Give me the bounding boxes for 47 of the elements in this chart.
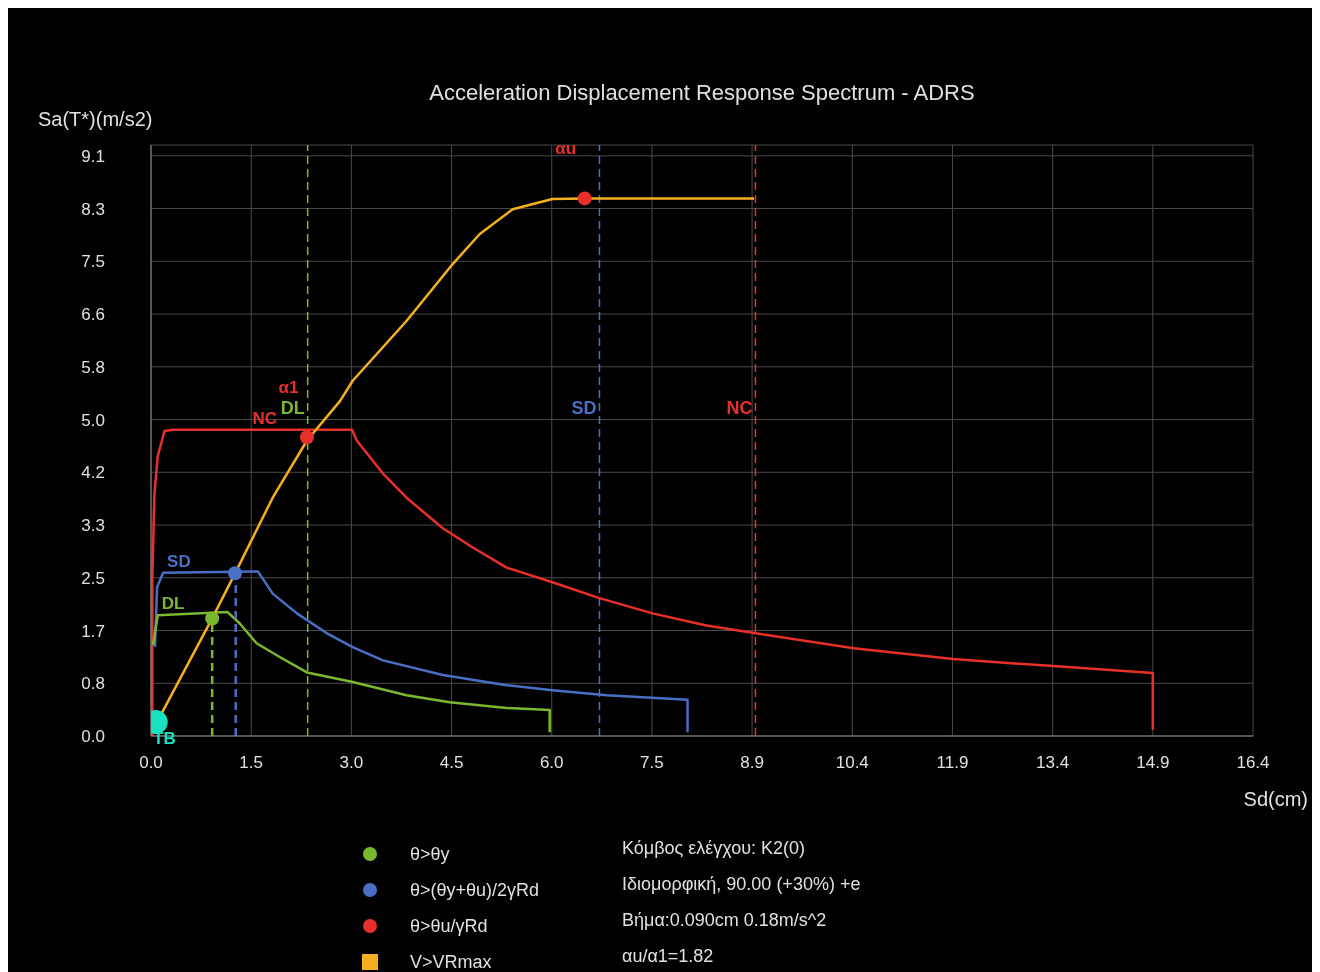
text: αu/α1=1.82 bbox=[622, 945, 715, 968]
y-tick-label: 5.0 bbox=[81, 410, 105, 430]
ref-line-label: SD bbox=[571, 397, 597, 418]
y-tick-label: 4.2 bbox=[81, 463, 105, 483]
y-tick-label: 0.0 bbox=[81, 727, 105, 747]
y-tick-label: 9.1 bbox=[81, 146, 105, 166]
x-tick-label: 16.4 bbox=[1236, 753, 1270, 773]
x-tick-label: 10.4 bbox=[835, 753, 869, 773]
text: Κόμβος ελέγχου: K2(0) bbox=[622, 837, 807, 860]
y-tick-label: 0.8 bbox=[81, 674, 105, 694]
x-tick-label: 3.0 bbox=[339, 753, 364, 773]
point bbox=[228, 566, 243, 581]
text: Βήμα:0.090cm 0.18m/s^2 bbox=[622, 909, 828, 932]
legend-label: θ>θy bbox=[410, 843, 450, 865]
x-tick-label: 6.0 bbox=[539, 753, 564, 773]
y-tick-label: 1.7 bbox=[81, 621, 105, 641]
x-axis-title: Sd(cm) bbox=[1243, 788, 1308, 811]
data-label: αu bbox=[555, 138, 577, 158]
y-tick-label: 7.5 bbox=[81, 252, 105, 272]
chart-title: Acceleration Displacement Response Spectrum - ADRS bbox=[428, 80, 976, 106]
data-label: DL bbox=[161, 594, 185, 614]
legend-label: V>VRmax bbox=[410, 951, 492, 972]
x-tick-label: 11.9 bbox=[936, 753, 969, 773]
y-tick-label: 3.3 bbox=[81, 516, 105, 536]
x-tick-label: 14.9 bbox=[1136, 753, 1170, 773]
legend-label: θ>θu/γRd bbox=[410, 915, 488, 937]
y-tick-label: 8.3 bbox=[81, 199, 105, 219]
ref-line-label: DL bbox=[280, 397, 305, 418]
point bbox=[205, 611, 220, 626]
text: Ιδιομορφική, 90.00 (+30%) +e bbox=[622, 873, 861, 896]
legend-label: θ>(θy+θu)/2γRd bbox=[410, 879, 540, 901]
data-label: α1 bbox=[278, 377, 299, 397]
y-tick-label: 2.5 bbox=[81, 568, 105, 588]
data-label: SD bbox=[167, 551, 191, 571]
x-tick-label: 13.4 bbox=[1036, 753, 1070, 773]
y-tick-label: 6.6 bbox=[81, 305, 105, 325]
x-tick-label: 4.5 bbox=[439, 753, 464, 773]
x-tick-label: 8.9 bbox=[740, 753, 764, 773]
y-tick-label: 5.8 bbox=[81, 357, 105, 377]
x-tick-label: 0.0 bbox=[139, 753, 163, 773]
point bbox=[299, 430, 314, 445]
x-tick-label: 1.5 bbox=[239, 753, 263, 773]
y-axis-title: Sa(T*)(m/s2) bbox=[38, 108, 153, 131]
x-tick-label: 7.5 bbox=[640, 753, 664, 773]
data-label: NC bbox=[252, 408, 278, 428]
point bbox=[577, 191, 592, 206]
ref-line-label: NC bbox=[726, 397, 753, 418]
